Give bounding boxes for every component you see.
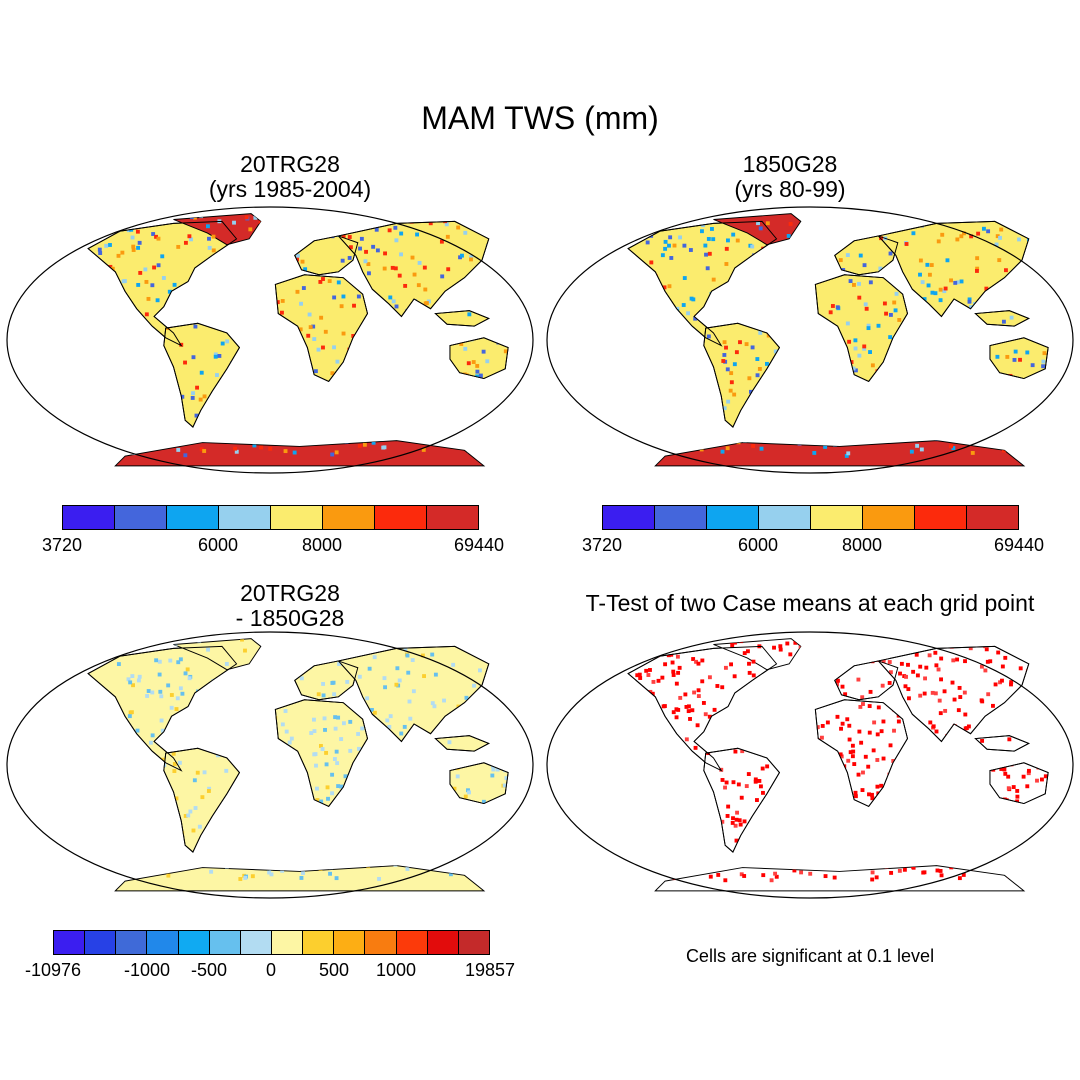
colorbar-3-tick: 500 [318,960,350,980]
colorbar-swatch [116,931,148,954]
continent-northAmerica [87,220,238,347]
colorbar-swatch [375,506,427,529]
colorbar-swatch [63,506,115,529]
map-panel-1 [6,206,534,474]
colorbar-swatch [427,506,478,529]
colorbar-swatch [303,931,335,954]
colorbar-swatch [365,931,397,954]
map-frame [6,206,534,474]
colorbar-swatch [147,931,179,954]
colorbar-1-tick: 6000 [197,535,239,555]
continent-greenland [173,638,262,671]
colorbar-3-tick: -10976 [24,960,82,980]
colorbar-swatch [427,931,459,954]
panel-3-title: 20TRG28 - 1850G28 [235,580,345,631]
map-panel-2 [546,206,1074,474]
colorbar-2-tick: 6000 [737,535,779,555]
continent-northAmerica [87,645,238,772]
continent-antarctica [654,440,1026,467]
map-panel-3 [6,631,534,899]
colorbar-2-tick: 8000 [841,535,883,555]
colorbar-swatch [323,506,375,529]
colorbar-swatch [178,931,210,954]
colorbar-swatch [863,506,915,529]
panel-2-title: 1850G28 (yrs 80-99) [734,151,846,202]
continent-antarctica [114,440,486,467]
colorbar-3-tick: 19857 [464,960,516,980]
colorbar-1-tick: 8000 [301,535,343,555]
colorbar-swatch [54,931,86,954]
colorbar-2-tick: 69440 [993,535,1045,555]
colorbar-swatch [603,506,655,529]
significance-note: Cells are significant at 0.1 level [685,946,935,966]
colorbar-swatch [219,506,271,529]
colorbar-swatch [271,931,304,954]
colorbar-3-tick: -500 [190,960,228,980]
map-frame [546,631,1074,899]
colorbar-swatch [759,506,811,529]
map-frame [546,206,1074,474]
colorbar-swatch [167,506,219,529]
continent-southAmerica [703,322,781,428]
colorbar-swatch [967,506,1018,529]
colorbar-swatch [209,931,241,954]
colorbar-swatch [85,931,117,954]
colorbar-swatch [115,506,167,529]
continent-africa [814,274,909,383]
continent-africa [274,699,369,808]
colorbar-3-tick: 0 [265,960,277,980]
colorbar-2-tick: 3720 [581,535,623,555]
map-frame [6,631,534,899]
colorbar-swatch [240,931,272,954]
colorbar-swatch [396,931,428,954]
main-title: MAM TWS (mm) [421,100,659,136]
colorbar-swatch [655,506,707,529]
colorbar-3-tick: 1000 [375,960,417,980]
continent-southAmerica [163,322,241,428]
colorbar-swatch [334,931,366,954]
colorbar-3-tick: -1000 [123,960,171,980]
continent-greenland [713,213,802,246]
continent-northAmerica [627,645,778,772]
continent-northAmerica [627,220,778,347]
colorbar-swatch [271,506,323,529]
map-panel-4 [546,631,1074,899]
colorbar-panel-2 [602,505,1019,530]
colorbar-swatch [458,931,489,954]
continent-southAmerica [703,747,781,853]
colorbar-swatch [915,506,967,529]
panel-4-title: T-Test of two Case means at each grid po… [585,590,1035,616]
colorbar-1-tick: 3720 [41,535,83,555]
continent-africa [274,274,369,383]
colorbar-swatch [707,506,759,529]
colorbar-1-tick: 69440 [453,535,505,555]
panel-1-title: 20TRG28 (yrs 1985-2004) [208,151,372,202]
colorbar-swatch [811,506,863,529]
colorbar-panel-1 [62,505,479,530]
continent-greenland [173,213,262,246]
colorbar-panel-3 [53,930,490,955]
